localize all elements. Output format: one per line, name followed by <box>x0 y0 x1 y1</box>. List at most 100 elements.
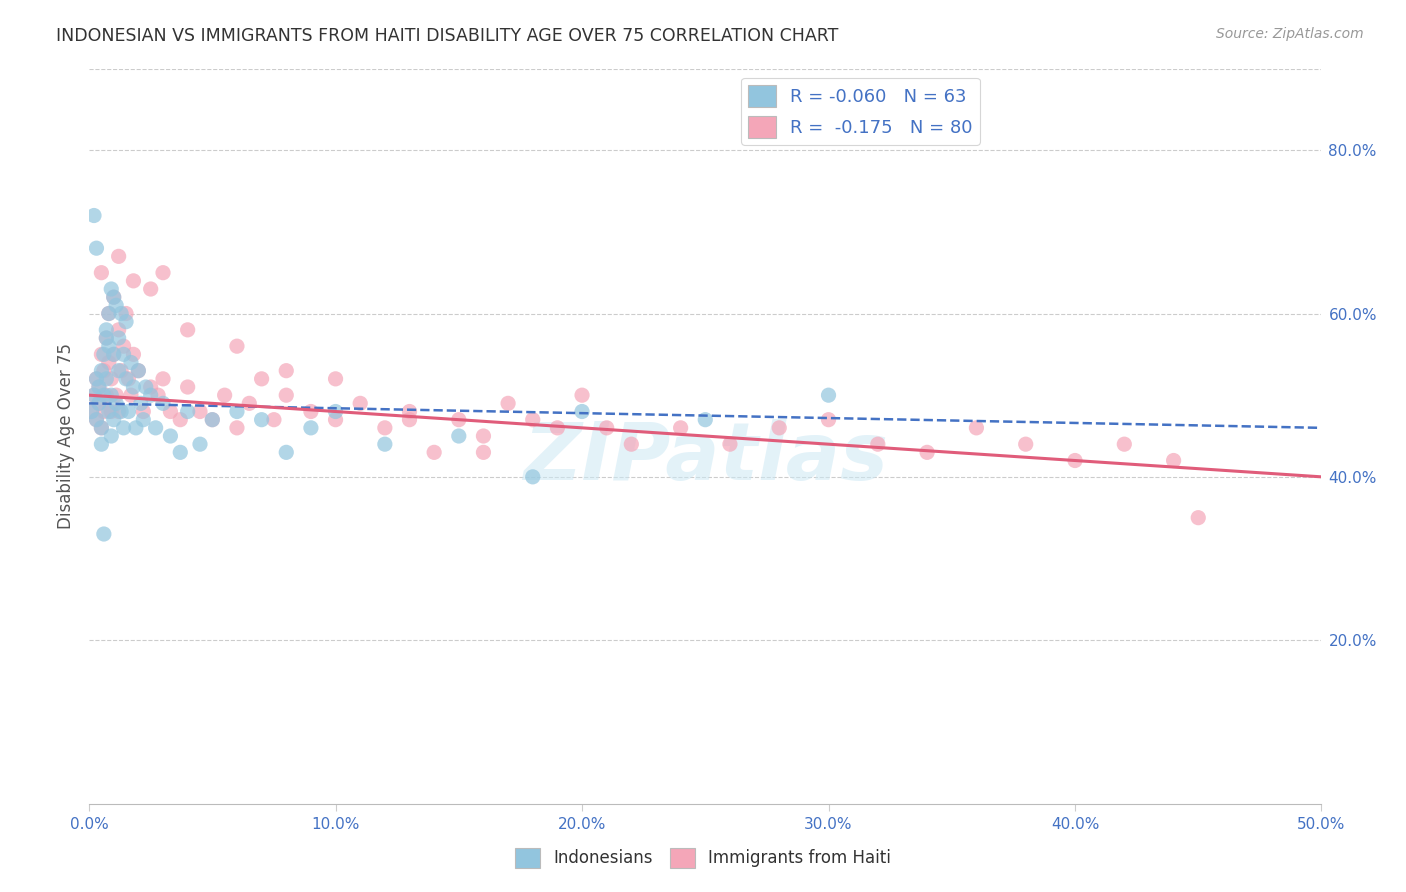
Legend: Indonesians, Immigrants from Haiti: Indonesians, Immigrants from Haiti <box>509 841 897 875</box>
Point <box>620 437 643 451</box>
Point <box>398 404 420 418</box>
Point <box>90 421 112 435</box>
Point <box>96 331 118 345</box>
Point <box>93 527 115 541</box>
Point <box>112 421 135 435</box>
Point <box>90 437 112 451</box>
Point <box>83 388 105 402</box>
Point <box>97 355 120 369</box>
Point <box>546 421 568 435</box>
Point <box>201 412 224 426</box>
Point <box>472 445 495 459</box>
Point <box>97 339 120 353</box>
Point <box>817 388 839 402</box>
Point <box>87 396 110 410</box>
Point <box>93 347 115 361</box>
Point <box>103 347 125 361</box>
Point <box>595 421 617 435</box>
Point <box>86 372 108 386</box>
Point <box>496 396 519 410</box>
Point <box>107 404 129 418</box>
Legend: R = -0.060   N = 63, R =  -0.175   N = 80: R = -0.060 N = 63, R = -0.175 N = 80 <box>741 78 980 145</box>
Point <box>90 421 112 435</box>
Point <box>447 429 470 443</box>
Point <box>100 388 122 402</box>
Point <box>115 306 138 320</box>
Point <box>349 396 371 410</box>
Point <box>97 306 120 320</box>
Point <box>86 412 108 426</box>
Point <box>276 364 298 378</box>
Point <box>188 404 211 418</box>
Point <box>169 412 191 426</box>
Point <box>522 412 544 426</box>
Point <box>226 421 249 435</box>
Point <box>176 380 198 394</box>
Point <box>127 364 149 378</box>
Point <box>152 266 174 280</box>
Point <box>374 421 396 435</box>
Point <box>96 372 118 386</box>
Point <box>1114 437 1136 451</box>
Point <box>100 429 122 443</box>
Point <box>100 404 122 418</box>
Point <box>965 421 987 435</box>
Point <box>226 339 249 353</box>
Point <box>103 290 125 304</box>
Point <box>120 355 142 369</box>
Point <box>107 249 129 263</box>
Point <box>117 372 139 386</box>
Point <box>152 372 174 386</box>
Point <box>250 412 273 426</box>
Point <box>238 396 260 410</box>
Point <box>915 445 938 459</box>
Point <box>276 388 298 402</box>
Point <box>122 347 145 361</box>
Point <box>276 445 298 459</box>
Point <box>135 380 157 394</box>
Point <box>107 323 129 337</box>
Point <box>176 404 198 418</box>
Point <box>103 412 125 426</box>
Point <box>125 421 148 435</box>
Point <box>817 412 839 426</box>
Point <box>122 274 145 288</box>
Point <box>110 306 132 320</box>
Point <box>117 404 139 418</box>
Point <box>768 421 790 435</box>
Point <box>472 429 495 443</box>
Y-axis label: Disability Age Over 75: Disability Age Over 75 <box>58 343 75 529</box>
Point <box>100 372 122 386</box>
Point <box>250 372 273 386</box>
Point <box>96 323 118 337</box>
Point <box>145 421 167 435</box>
Point <box>107 331 129 345</box>
Point <box>87 396 110 410</box>
Point <box>571 388 593 402</box>
Point <box>214 388 236 402</box>
Point <box>423 445 446 459</box>
Point <box>226 404 249 418</box>
Point <box>522 470 544 484</box>
Point <box>146 388 169 402</box>
Point <box>325 372 347 386</box>
Point <box>188 437 211 451</box>
Point <box>107 364 129 378</box>
Point <box>97 404 120 418</box>
Point <box>122 380 145 394</box>
Point <box>325 412 347 426</box>
Point <box>139 380 162 394</box>
Point <box>93 364 115 378</box>
Point <box>571 404 593 418</box>
Point <box>105 396 128 410</box>
Point <box>718 437 741 451</box>
Point <box>97 306 120 320</box>
Point <box>299 421 322 435</box>
Point <box>112 339 135 353</box>
Point <box>129 396 152 410</box>
Point <box>447 412 470 426</box>
Point <box>83 209 105 223</box>
Point <box>374 437 396 451</box>
Point <box>86 241 108 255</box>
Text: INDONESIAN VS IMMIGRANTS FROM HAITI DISABILITY AGE OVER 75 CORRELATION CHART: INDONESIAN VS IMMIGRANTS FROM HAITI DISA… <box>56 27 838 45</box>
